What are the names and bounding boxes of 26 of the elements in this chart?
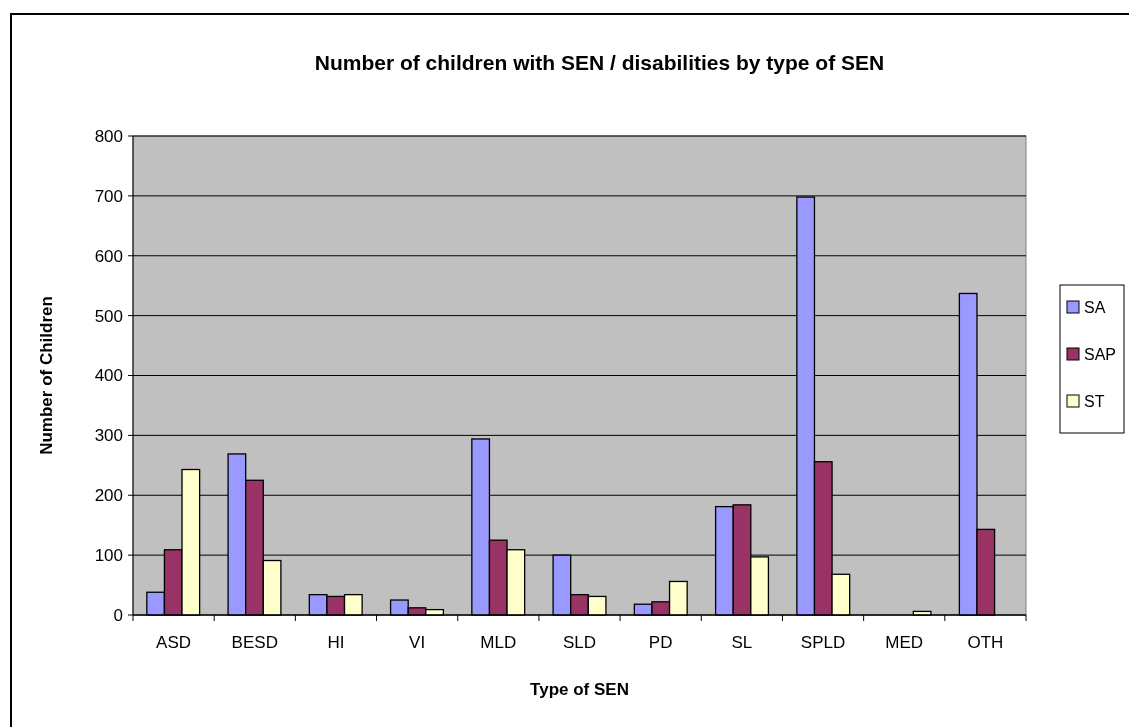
legend-label: SAP [1084,345,1117,363]
y-tick-label: 500 [94,306,123,326]
legend-label: SA [1084,298,1106,316]
x-tick-label: SPLD [800,633,846,652]
legend-label: ST [1084,392,1105,410]
x-tick-label: PD [648,633,673,652]
chart-title: Number of children with SEN / disabilities by type of SEN [314,51,885,74]
x-axis-title: Type of SEN [530,680,629,699]
y-tick-label: 600 [94,246,123,266]
x-tick-label: MLD [480,633,517,652]
x-tick-label: BESD [231,633,278,652]
y-tick-label: 700 [94,186,123,206]
x-tick-label: SLD [562,633,597,652]
y-tick-label: 0 [113,605,123,625]
x-tick-label: HI [327,633,345,652]
x-tick-label: SL [731,633,753,652]
x-tick-label: MED [885,633,924,652]
x-tick-label: VI [409,633,426,652]
y-tick-label: 800 [94,126,123,146]
y-tick-label: 200 [94,486,123,506]
y-tick-label: 300 [94,426,123,446]
y-axis-title: Number of Children [37,296,56,455]
x-tick-label: OTH [967,633,1004,652]
x-tick-label: ASD [156,633,192,652]
y-tick-label: 100 [94,546,123,566]
y-tick-label: 400 [94,366,123,386]
